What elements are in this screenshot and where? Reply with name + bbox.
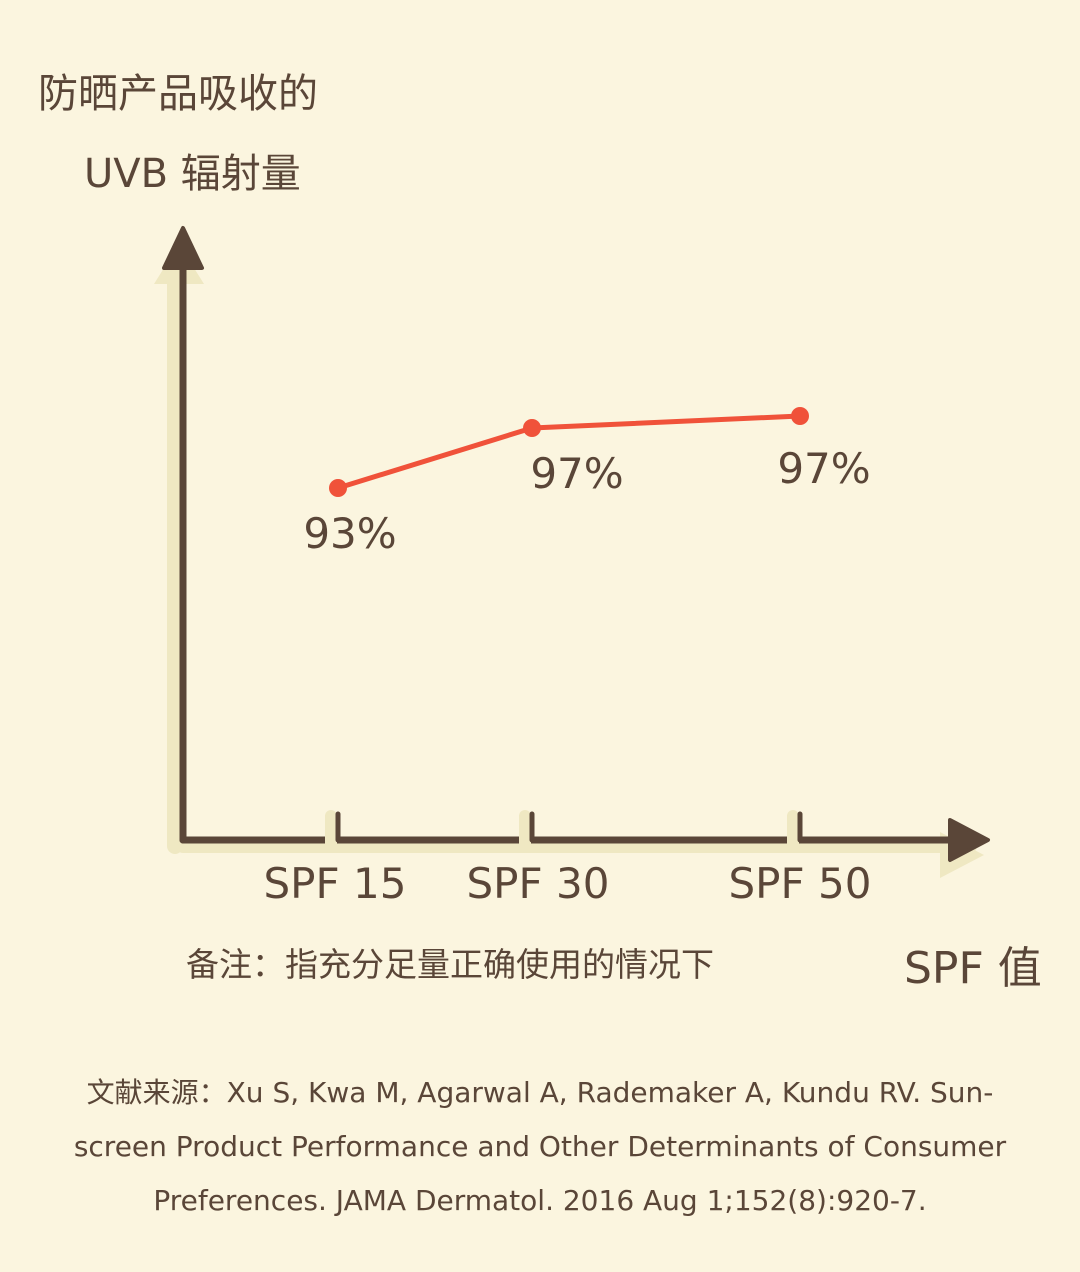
data-label: 93%: [303, 509, 396, 558]
y-axis-title-line1: 防晒产品吸收的: [38, 71, 318, 117]
data-label: 97%: [777, 444, 870, 493]
x-axis-ticks: [325, 810, 803, 850]
data-point: [523, 419, 541, 437]
chart-note: 备注：指充分足量正确使用的情况下: [186, 945, 714, 984]
reference-citation: 文献来源：Xu S, Kwa M, Agarwal A, Rademaker A…: [73, 1076, 1007, 1217]
line-chart: SPF 15 SPF 30 SPF 50 93% 97% 97%: [154, 226, 990, 908]
x-tick-label: SPF 15: [264, 859, 407, 908]
y-axis-title-line2: UVB 辐射量: [84, 151, 301, 197]
x-axis-arrow: [948, 818, 990, 862]
chart-axes: [154, 226, 990, 878]
series-layer: [329, 407, 809, 497]
x-tick-label: SPF 30: [467, 859, 610, 908]
labels-layer: SPF 15 SPF 30 SPF 50 93% 97% 97%: [264, 444, 872, 908]
data-point: [791, 407, 809, 425]
data-point: [329, 479, 347, 497]
data-label: 97%: [530, 449, 623, 498]
x-tick-label: SPF 50: [729, 859, 872, 908]
x-axis-title: SPF 值: [904, 943, 1042, 994]
y-axis-arrow: [162, 226, 204, 270]
